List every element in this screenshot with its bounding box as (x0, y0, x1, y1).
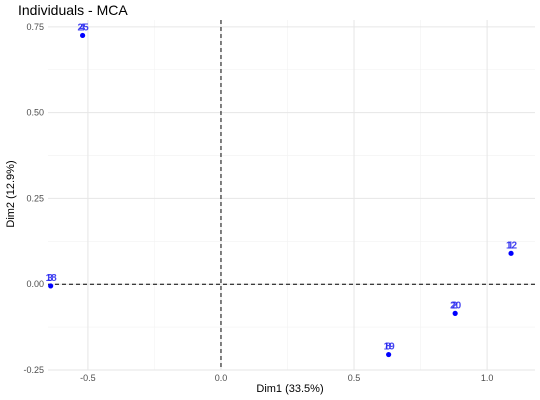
point-label: 19 (384, 342, 396, 353)
point-label: 18 (46, 273, 58, 284)
point-label: 3 (47, 273, 53, 284)
x-axis-label: Dim1 (33.5%) (256, 383, 323, 395)
data-point (508, 250, 514, 256)
reference-lines (48, 20, 535, 370)
x-tick-label: -0.5 (80, 373, 96, 383)
y-tick-label: -0.25 (23, 365, 44, 375)
tick-labels: -0.5 0.0 0.5 1.0 -0.25 0.00 0.25 0.50 0.75 (23, 22, 493, 383)
point-label: 8 (385, 342, 391, 353)
data-point (452, 310, 458, 316)
y-tick-label: 0.75 (26, 22, 44, 32)
point-label: 2 (452, 300, 458, 311)
data-point (48, 283, 54, 289)
data-point (386, 351, 392, 358)
point-label: 25 (78, 22, 90, 33)
y-axis-label: Dim2 (12.9%) (5, 160, 17, 227)
x-tick-label: 1.0 (481, 373, 494, 383)
y-tick-label: 0.50 (26, 108, 44, 118)
chart-title: Individuals - MCA (18, 2, 128, 18)
x-tick-label: 0.5 (348, 373, 361, 383)
y-tick-label: 0.25 (26, 193, 44, 203)
point-label: 20 (450, 300, 462, 311)
point-label: 1 (508, 240, 514, 251)
data-point (79, 32, 86, 39)
point-label: 4 (79, 22, 85, 33)
grid (48, 20, 535, 371)
y-tick-label: 0.00 (26, 279, 44, 289)
data-points: 425 318 112 220 819 (46, 22, 518, 358)
point-label: 12 (506, 240, 518, 251)
x-tick-label: 0.0 (215, 373, 228, 383)
